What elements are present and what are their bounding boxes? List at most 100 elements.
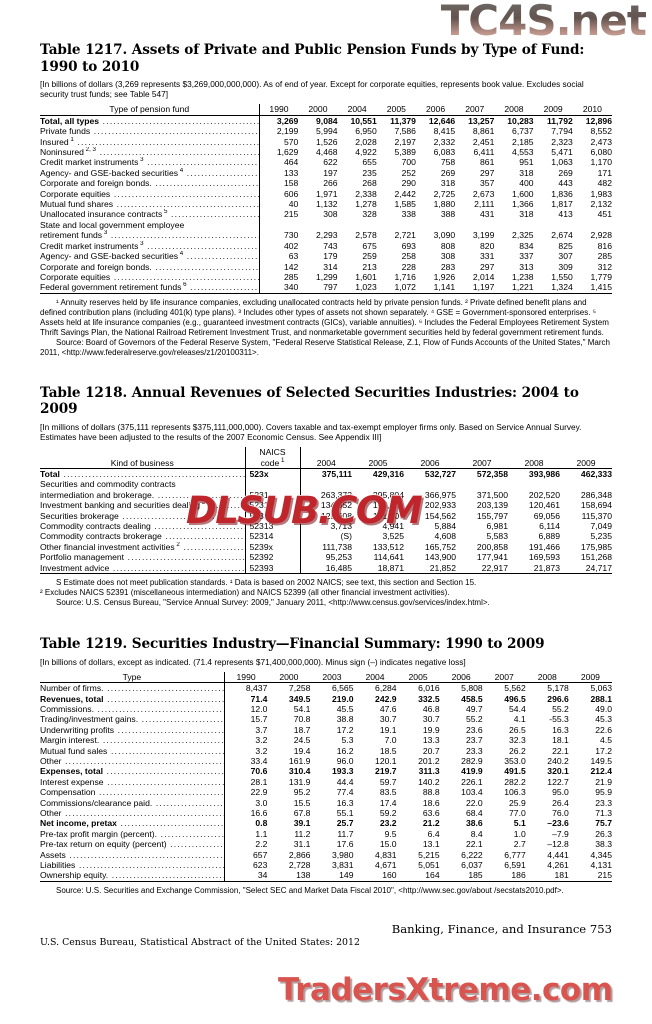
footnote-marker: 5 [162, 209, 168, 216]
data-cell: 797 [298, 282, 338, 294]
data-cell: 7,258 [267, 682, 311, 694]
data-cell: 16.3 [552, 724, 569, 735]
data-cell: 23.2 [379, 818, 397, 829]
data-cell: 371,500 [476, 489, 508, 500]
table-row: Agency- and GSE-backed securities 4 ....… [40, 167, 612, 179]
row-label: Other ..................................… [40, 808, 224, 818]
data-cell: 10,551 [337, 114, 377, 127]
data-cell: 155,531 [372, 500, 404, 511]
table-1219-block: Table 1219. Securities Industry—Financia… [40, 636, 612, 896]
footnote-marker: 1 [68, 136, 74, 143]
data-cell: 5,235 [590, 531, 612, 542]
data-cell: 23.3 [595, 797, 612, 808]
data-cell: 309 [558, 261, 573, 272]
row-label-text: Corporate and foreign bonds. [40, 178, 152, 189]
row-label-text: Total [40, 468, 60, 479]
data-cell: 6,889 [538, 531, 560, 542]
data-cell: 758 [440, 157, 456, 168]
data-cell: 185 [439, 870, 483, 882]
data-cell: 16,485 [299, 562, 352, 574]
data-cell: 0.8 [223, 818, 268, 829]
row-label-text: Pre-tax profit margin (percent). [40, 828, 158, 839]
data-cell: 285 [258, 271, 299, 283]
table-1219-source: Source: U.S. Securities and Exchange Com… [56, 885, 564, 895]
data-cell: 19.4 [293, 745, 311, 756]
data-cell: 4.5 [600, 735, 612, 746]
table-row: Noninsured 2, 3 ........................… [40, 147, 612, 158]
row-label-text: Other [40, 807, 62, 818]
table-1219-title: Table 1219. Securities Industry—Financia… [40, 636, 545, 652]
data-cell [560, 479, 612, 489]
data-cell: 15.0 [379, 839, 397, 850]
column-header-naics-code: NAICS code 1 [244, 447, 300, 469]
data-cell: 6,981 [486, 520, 508, 531]
data-cell: 106.3 [504, 787, 526, 798]
data-cell: 1,817 [551, 199, 573, 210]
data-cell [416, 220, 455, 230]
data-cell: 675 [362, 240, 377, 251]
data-cell: 120,461 [528, 500, 560, 511]
data-cell: 7,586 [394, 126, 416, 137]
data-cell: 282.9 [461, 755, 483, 766]
data-cell: 28.1 [223, 776, 268, 788]
footnote-marker: 2, 3 [83, 147, 96, 154]
leader-dots: ........................................… [99, 147, 260, 158]
data-cell: 7,049 [590, 520, 612, 531]
data-cell: 175,985 [580, 541, 612, 552]
data-cell: 39.1 [293, 818, 311, 829]
data-cell: 63.6 [422, 807, 440, 818]
data-cell: 1,366 [512, 199, 534, 210]
table-row: Credit market instruments 3 ............… [40, 240, 612, 252]
table-1218-body: Kind of business NAICS code 1 2004 2005 2006 2… [40, 447, 612, 574]
naics-code-cell [244, 479, 300, 490]
data-cell: 30.7 [422, 714, 440, 725]
data-cell: 2,442 [394, 188, 416, 199]
data-cell: 120.1 [375, 755, 397, 766]
data-cell: 2,725 [433, 188, 456, 199]
row-label-text: Mutual fund sales [40, 745, 108, 756]
footnote-marker: 6 [181, 282, 187, 289]
data-cell: 1,526 [316, 136, 338, 147]
data-cell: 22.1 [465, 839, 483, 850]
table-1217: Type of pension fund 1990 2000 2004 2005 2006… [40, 104, 612, 294]
data-cell [494, 220, 533, 230]
data-cell: 5,994 [316, 126, 338, 137]
data-cell: 259 [362, 251, 377, 262]
data-cell: 193.3 [331, 766, 354, 777]
table-row: Mutual fund shares .....................… [40, 199, 612, 210]
data-cell: 820 [480, 240, 495, 251]
data-cell: 331 [480, 251, 495, 262]
data-cell: 75.7 [595, 818, 612, 829]
data-cell: 20.7 [422, 745, 440, 756]
data-cell: 7,794 [551, 126, 573, 137]
data-cell: 18.7 [293, 724, 311, 735]
row-label-text: Other financial investment activities [40, 541, 175, 552]
leader-dots: ........................................… [147, 240, 259, 251]
data-cell: 186 [482, 870, 526, 882]
data-cell [338, 220, 377, 230]
data-cell: 700 [401, 157, 416, 168]
table-row: Commissions/clearance paid. ............… [40, 797, 612, 808]
row-label-text: Liabilities [40, 860, 76, 871]
column-header-2003: 2003 [322, 671, 342, 682]
data-cell: 19.1 [379, 724, 397, 735]
table-row: Revenues, total ........................… [40, 693, 612, 704]
table-1219: Type 1990 2000 2003 2004 2005 2006 2007 2008 2009… [40, 671, 612, 882]
table-row: Net income, pretax .....................… [40, 818, 612, 829]
row-label-text: Interest expense [40, 776, 104, 787]
data-cell: 252 [401, 167, 416, 178]
data-cell: 17.4 [379, 797, 397, 808]
row-label-text: Expenses, total [40, 766, 104, 777]
data-cell [298, 220, 337, 230]
data-cell: 400 [519, 178, 534, 189]
data-cell: 340 [258, 282, 299, 294]
table-row: Underwriting profits ...................… [40, 724, 612, 736]
data-cell: 285 [597, 251, 612, 262]
data-cell: 26.5 [509, 724, 526, 735]
data-cell: 30.7 [379, 714, 397, 725]
row-label-text: Portfolio management [40, 552, 125, 563]
data-cell: 26.3 [595, 828, 612, 839]
data-cell: 26.2 [509, 745, 526, 756]
data-cell: 1,141 [415, 282, 456, 294]
table-row: Private funds ..........................… [40, 126, 612, 137]
